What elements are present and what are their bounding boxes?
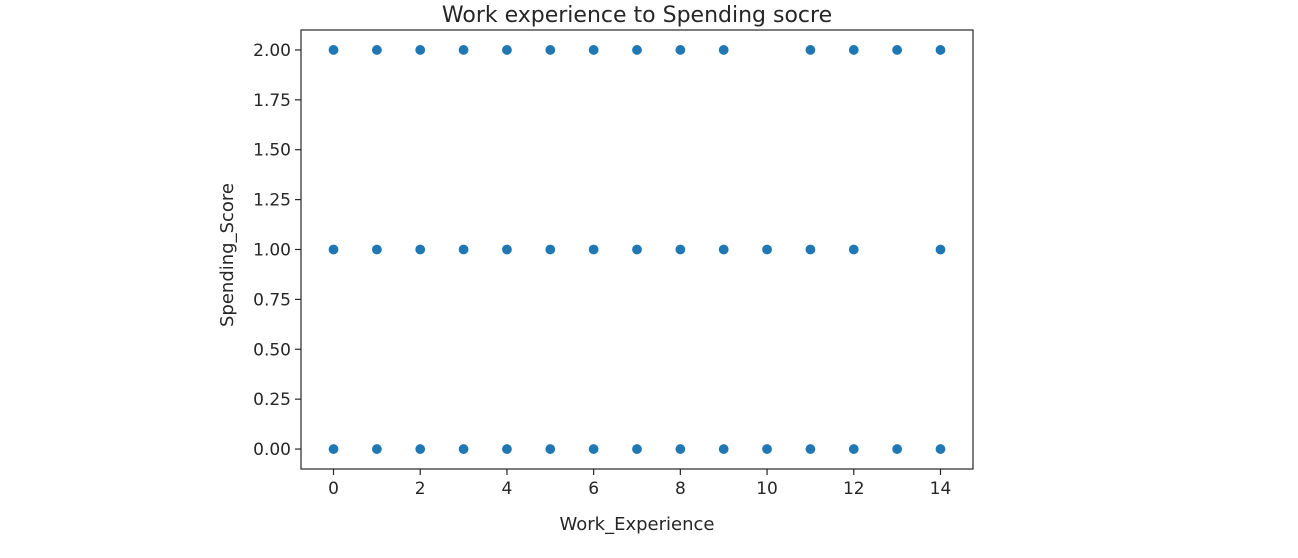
x-tick-label: 0 [328, 479, 339, 499]
scatter-point [847, 442, 860, 456]
y-tick-label: 1.00 [253, 241, 291, 261]
scatter-point [760, 243, 774, 256]
scatter-point [370, 43, 383, 57]
scatter-point [717, 243, 730, 256]
scatter-point [370, 442, 383, 456]
scatter-point [457, 243, 470, 256]
x-axis: 0 2 4 6 8 10 12 14 [328, 469, 951, 499]
scatter-point [804, 43, 817, 57]
scatter-point [891, 442, 904, 456]
x-axis-label: Work_Experience [560, 514, 715, 535]
scatter-point [500, 442, 514, 456]
scatter-point [630, 243, 644, 256]
x-tick-label: 8 [675, 479, 686, 499]
y-tick-label: 0.00 [253, 440, 291, 460]
x-tick-label: 6 [588, 479, 599, 499]
x-tick-label: 4 [502, 479, 513, 499]
scatter-point [760, 442, 774, 456]
scatter-point [934, 243, 947, 256]
scatter-point [327, 442, 340, 456]
scatter-point [327, 243, 340, 256]
scatter-point [327, 43, 340, 57]
y-tick-label: 0.75 [253, 290, 291, 310]
data-points [327, 43, 947, 456]
y-axis: 0.00 0.25 0.50 0.75 1.00 1.25 1.50 1.75 2.00 [253, 41, 301, 460]
scatter-point [544, 442, 557, 456]
scatter-point [457, 442, 470, 456]
x-tick-label: 12 [843, 479, 865, 499]
scatter-point [674, 243, 687, 256]
scatter-point [587, 243, 600, 256]
scatter-point [370, 243, 383, 256]
y-axis-label: Spending_Score [217, 183, 238, 327]
y-tick-label: 0.25 [253, 390, 291, 410]
scatter-point [804, 243, 817, 256]
scatter-point [630, 442, 644, 456]
scatter-point [587, 442, 600, 456]
scatter-point [934, 442, 947, 456]
y-tick-label: 2.00 [253, 41, 291, 61]
scatter-point [717, 442, 730, 456]
scatter-point [414, 243, 427, 256]
plot-frame [300, 29, 974, 470]
scatter-point [500, 243, 514, 256]
x-tick-label: 14 [930, 479, 952, 499]
y-tick-label: 0.50 [253, 340, 291, 360]
scatter-point [674, 442, 687, 456]
scatter-point [544, 43, 557, 57]
x-tick-label: 2 [415, 479, 426, 499]
scatter-point [414, 43, 427, 57]
scatter-point [934, 43, 947, 57]
scatter-point [717, 43, 730, 57]
y-tick-label: 1.50 [253, 141, 291, 161]
scatter-point [804, 442, 817, 456]
scatter-point [457, 43, 470, 57]
scatter-point [630, 43, 644, 57]
y-tick-label: 1.75 [253, 91, 291, 111]
x-tick-label: 10 [756, 479, 778, 499]
y-tick-label: 1.25 [253, 191, 291, 211]
scatter-point [544, 243, 557, 256]
chart-title: Work experience to Spending socre [442, 3, 832, 28]
scatter-point [847, 43, 860, 57]
scatter-point [847, 243, 860, 256]
scatter-point [891, 43, 904, 57]
scatter-point [414, 442, 427, 456]
scatter-point [500, 43, 514, 57]
scatter-point [674, 43, 687, 57]
scatter-point [587, 43, 600, 57]
